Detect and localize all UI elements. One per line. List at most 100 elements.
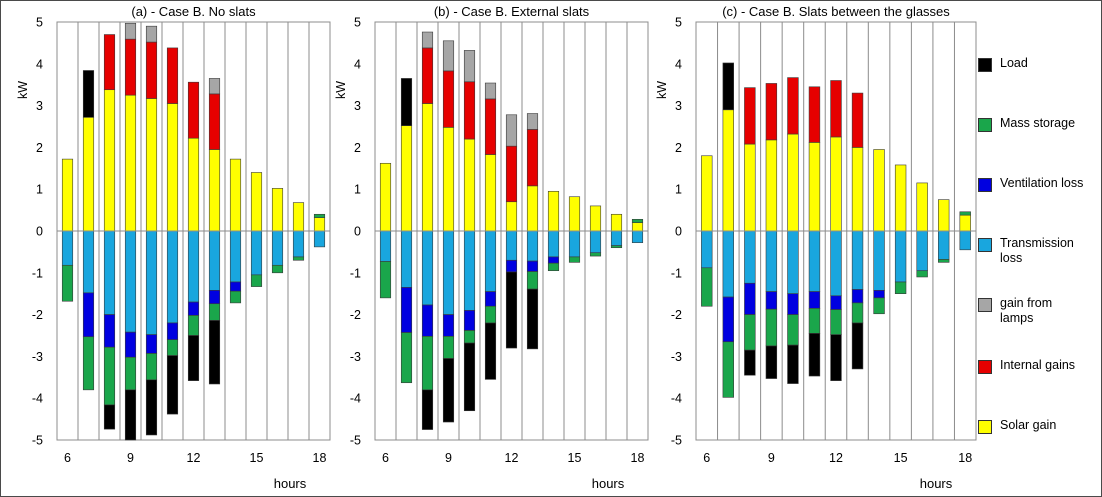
y-tick-label: -4 bbox=[32, 392, 43, 406]
bar-segment-load-h10 bbox=[463, 342, 476, 412]
x-tick-label: 18 bbox=[313, 451, 327, 465]
bar-segment-transmission-loss-h17 bbox=[292, 230, 305, 258]
bar-segment-solar-gain-h14 bbox=[229, 158, 242, 232]
x-tick-label: 15 bbox=[894, 451, 908, 465]
bar-segment-transmission-loss-h8 bbox=[744, 230, 756, 284]
bar-segment-solar-gain-h18 bbox=[313, 217, 326, 232]
bar-segment-transmission-loss-h9 bbox=[765, 230, 778, 292]
bar-segment-internal-gains-h10 bbox=[145, 41, 158, 99]
bar-segment-ventilation-loss-h11 bbox=[484, 291, 497, 307]
bar-segment-gain-from-lamps-h8 bbox=[421, 31, 434, 49]
bar-segment-mass-storage-h9 bbox=[765, 308, 778, 347]
bar-segment-mass-storage-h11 bbox=[484, 305, 497, 324]
bar-segment-transmission-loss-h13 bbox=[526, 230, 539, 262]
bar-segment-mass-storage-h7 bbox=[400, 332, 413, 384]
bar-segment-internal-gains-h10 bbox=[463, 81, 476, 140]
bar-segment-mass-storage-h6 bbox=[379, 261, 392, 299]
bar-segment-transmission-loss-h18 bbox=[631, 230, 644, 244]
bar-segment-transmission-loss-h7 bbox=[82, 230, 95, 294]
legend-label-ventilation-loss: Ventilation loss bbox=[1000, 176, 1084, 190]
bar-segment-transmission-loss-h12 bbox=[830, 230, 842, 297]
bar-segment-solar-gain-h18 bbox=[631, 222, 644, 232]
bar-segment-mass-storage-h18 bbox=[959, 211, 971, 216]
bar-segment-transmission-loss-h15 bbox=[250, 230, 263, 276]
bar-segment-gain-from-lamps-h9 bbox=[124, 22, 137, 40]
bar-segment-mass-storage-h6 bbox=[61, 264, 74, 302]
bar-segment-mass-storage-h6 bbox=[701, 267, 713, 307]
bar-segment-load-h13 bbox=[851, 322, 864, 370]
bar-segment-transmission-loss-h13 bbox=[208, 230, 221, 291]
chart-title: (a) - Case B. No slats bbox=[131, 4, 256, 19]
bar-segment-solar-gain-h8 bbox=[744, 143, 756, 232]
bar-segment-load-h11 bbox=[808, 333, 821, 377]
legend-item-internal-gains: Internal gains bbox=[978, 358, 1102, 394]
bar-segment-transmission-loss-h13 bbox=[851, 230, 864, 290]
legend: Load Mass storage Ventilation loss Trans… bbox=[978, 0, 1102, 497]
bar-segment-mass-storage-h12 bbox=[187, 315, 200, 336]
bar-segment-solar-gain-h11 bbox=[808, 142, 821, 232]
bar-segment-mass-storage-h16 bbox=[271, 264, 284, 274]
x-axis-label: hours bbox=[274, 476, 307, 491]
legend-label-load: Load bbox=[1000, 56, 1028, 70]
legend-label-mass-storage: Mass storage bbox=[1000, 116, 1076, 130]
bar-segment-mass-storage-h14 bbox=[873, 297, 885, 315]
bar-segment-gain-from-lamps-h12 bbox=[505, 114, 518, 147]
bar-segment-transmission-loss-h10 bbox=[787, 230, 799, 295]
bar-segment-solar-gain-h9 bbox=[765, 139, 778, 232]
bar-segment-transmission-loss-h8 bbox=[421, 230, 434, 306]
bar-segment-solar-gain-h11 bbox=[166, 103, 179, 232]
bar-segment-internal-gains-h9 bbox=[442, 70, 455, 128]
bar-segment-load-h9 bbox=[765, 345, 778, 379]
bar-segment-solar-gain-h18 bbox=[959, 214, 971, 232]
bar-segment-solar-gain-h12 bbox=[830, 136, 842, 232]
bar-segment-mass-storage-h11 bbox=[166, 339, 179, 356]
y-tick-label: 5 bbox=[36, 16, 43, 30]
y-tick-label: 2 bbox=[675, 141, 682, 155]
bar-segment-transmission-loss-h17 bbox=[938, 230, 950, 260]
bar-segment-internal-gains-h11 bbox=[808, 86, 821, 143]
x-tick-label: 18 bbox=[631, 451, 645, 465]
y-tick-label: 5 bbox=[675, 16, 682, 30]
bar-segment-transmission-loss-h15 bbox=[568, 230, 581, 258]
bar-segment-solar-gain-h14 bbox=[873, 149, 885, 232]
x-tick-label: 6 bbox=[703, 451, 710, 465]
bar-segment-transmission-loss-h14 bbox=[547, 230, 560, 258]
bar-segment-mass-storage-h12 bbox=[830, 309, 842, 335]
bar-segment-ventilation-loss-h12 bbox=[830, 295, 842, 310]
bar-segment-internal-gains-h11 bbox=[166, 47, 179, 104]
x-tick-label: 15 bbox=[250, 451, 264, 465]
y-tick-label: 3 bbox=[675, 99, 682, 113]
bar-segment-load-h9 bbox=[442, 358, 455, 423]
bar-segment-load-h7 bbox=[82, 70, 95, 118]
legend-item-ventilation-loss: Ventilation loss bbox=[978, 176, 1102, 212]
bar-segment-ventilation-loss-h14 bbox=[547, 256, 560, 264]
bar-segment-mass-storage-h16 bbox=[589, 252, 602, 257]
bar-segment-transmission-loss-h8 bbox=[103, 230, 116, 315]
legend-label-gain-from-lamps: gain from lamps bbox=[1000, 296, 1053, 325]
bar-segment-ventilation-loss-h13 bbox=[851, 289, 864, 304]
bar-segment-ventilation-loss-h10 bbox=[145, 334, 158, 354]
bar-segment-load-h10 bbox=[787, 344, 799, 384]
bar-segment-mass-storage-h15 bbox=[894, 281, 907, 295]
legend-swatch-internal-gains bbox=[978, 360, 992, 374]
bar-segment-solar-gain-h6 bbox=[379, 162, 392, 232]
bar-segment-solar-gain-h13 bbox=[208, 149, 221, 232]
chart-panel-2: 5 4 3 2 1 0 -1 -2 -3 -4 -5 6 9 12 15 18 hours kW (c) - Cas… bbox=[655, 4, 977, 491]
bar-segment-transmission-loss-h12 bbox=[505, 230, 518, 261]
bar-segment-solar-gain-h17 bbox=[938, 199, 950, 232]
bar-segment-ventilation-loss-h14 bbox=[873, 290, 885, 299]
bar-segment-mass-storage-h17 bbox=[292, 256, 305, 261]
bar-segment-gain-from-lamps-h10 bbox=[463, 50, 476, 83]
bar-segment-transmission-loss-h10 bbox=[463, 230, 476, 311]
x-tick-label: 12 bbox=[187, 451, 201, 465]
bar-segment-gain-from-lamps-h13 bbox=[526, 113, 539, 130]
bar-segment-transmission-loss-h11 bbox=[484, 230, 497, 292]
bar-segment-load-h11 bbox=[166, 355, 179, 415]
bar-segment-load-h7 bbox=[400, 78, 413, 126]
y-tick-label: -3 bbox=[32, 350, 43, 364]
legend-label-transmission-loss: Transmission loss bbox=[1000, 236, 1074, 265]
bar-segment-transmission-loss-h17 bbox=[610, 230, 623, 246]
y-tick-label: -4 bbox=[671, 392, 682, 406]
bar-segment-ventilation-loss-h8 bbox=[103, 314, 116, 348]
y-tick-label: -3 bbox=[671, 350, 682, 364]
